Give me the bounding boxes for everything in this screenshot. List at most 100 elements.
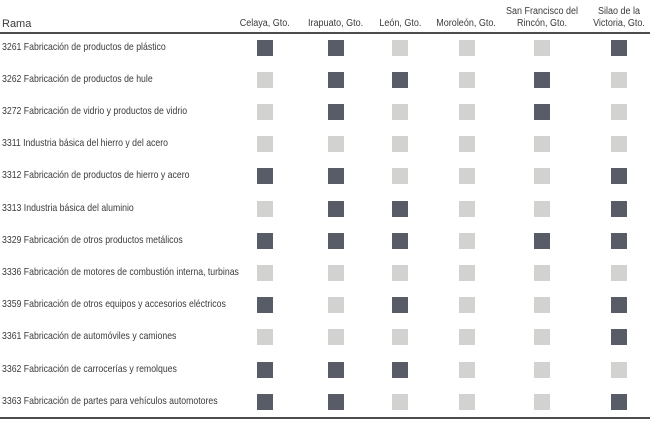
table-row: 3272 Fabricación de vidrio y productos d… xyxy=(0,103,650,120)
table-row: 3312 Fabricación de productos de hierro … xyxy=(0,168,650,185)
cell-square-absent xyxy=(328,297,344,314)
cell-square-present xyxy=(257,361,273,378)
cell-square-absent xyxy=(611,136,627,153)
cell-square-absent xyxy=(392,264,408,281)
row-label: 3272 Fabricación de vidrio y productos d… xyxy=(2,104,188,117)
table-row: 3311 Industria básica del hierro y del a… xyxy=(0,136,650,153)
column-header-label: Irapuato, Gto. xyxy=(308,18,364,30)
cell-square-present xyxy=(328,39,344,56)
row-label: 3336 Fabricación de motores de combustió… xyxy=(2,265,239,278)
row-label: 3361 Fabricación de automóviles y camion… xyxy=(2,330,177,343)
column-header: San Francisco del Rincón, Gto. xyxy=(495,2,589,32)
column-header-label: Moroleón, Gto. xyxy=(436,18,497,30)
cell-square-absent xyxy=(533,361,550,378)
row-label: 3262 Fabricación de productos de hule xyxy=(2,72,153,85)
cell-square-present xyxy=(392,71,408,88)
cell-square-present xyxy=(328,393,344,410)
row-label: 3363 Fabricación de partes para vehículo… xyxy=(2,394,218,407)
cell-square-absent xyxy=(328,136,344,153)
cell-square-absent xyxy=(328,329,344,346)
column-header-label: San Francisco del Rincón, Gto. xyxy=(505,6,578,30)
table-row: 3329 Fabricación de otros productos metá… xyxy=(0,232,650,249)
table-row: 3359 Fabricación de otros equipos y acce… xyxy=(0,297,650,314)
cell-square-absent xyxy=(458,39,475,56)
cell-square-absent xyxy=(458,103,475,120)
cell-square-present xyxy=(392,361,408,378)
table-row: 3362 Fabricación de carrocerías y remolq… xyxy=(0,361,650,378)
cell-square-present xyxy=(328,168,344,185)
cell-square-present xyxy=(533,232,550,249)
column-header-label: Silao de la Victoria, Gto. xyxy=(593,6,645,30)
cell-square-present xyxy=(257,232,273,249)
cell-square-absent xyxy=(458,329,475,346)
row-label: 3359 Fabricación de otros equipos y acce… xyxy=(2,298,226,311)
cell-square-present xyxy=(328,103,344,120)
table-row: 3261 Fabricación de productos de plástic… xyxy=(0,39,650,56)
cell-square-absent xyxy=(533,329,550,346)
cell-square-absent xyxy=(257,71,273,88)
cell-square-present xyxy=(328,361,344,378)
row-label: 3312 Fabricación de productos de hierro … xyxy=(2,169,190,182)
cell-square-absent xyxy=(458,361,475,378)
cell-square-present xyxy=(392,297,408,314)
cell-square-present xyxy=(328,232,344,249)
cell-square-absent xyxy=(392,39,408,56)
table-row: 3262 Fabricación de productos de hule xyxy=(0,71,650,88)
cell-square-absent xyxy=(458,136,475,153)
row-label: 3313 Industria básica del aluminio xyxy=(2,201,134,214)
cell-square-present xyxy=(611,39,627,56)
column-header: Moroleón, Gto. xyxy=(425,2,509,32)
column-header-label: Celaya, Gto. xyxy=(239,18,291,30)
row-label: 3261 Fabricación de productos de plástic… xyxy=(2,40,166,53)
cell-square-absent xyxy=(458,71,475,88)
cell-square-absent xyxy=(392,136,408,153)
table-row: 3361 Fabricación de automóviles y camion… xyxy=(0,329,650,346)
cell-square-absent xyxy=(257,329,273,346)
cell-square-present xyxy=(257,393,273,410)
cell-square-present xyxy=(611,200,627,217)
row-label: 3311 Industria básica del hierro y del a… xyxy=(2,137,169,150)
cell-square-absent xyxy=(328,264,344,281)
column-header: Silao de la Victoria, Gto. xyxy=(579,2,650,32)
cell-square-absent xyxy=(533,200,550,217)
cell-square-absent xyxy=(458,168,475,185)
cell-square-absent xyxy=(458,393,475,410)
cell-square-absent xyxy=(611,103,627,120)
cell-square-present xyxy=(328,200,344,217)
cell-square-absent xyxy=(392,329,408,346)
cell-square-absent xyxy=(392,168,408,185)
cell-square-present xyxy=(328,71,344,88)
table-row: 3363 Fabricación de partes para vehículo… xyxy=(0,393,650,410)
column-header: Celaya, Gto. xyxy=(229,2,301,32)
cell-square-absent xyxy=(458,232,475,249)
cell-square-absent xyxy=(257,103,273,120)
table-row: 3313 Industria básica del aluminio xyxy=(0,200,650,217)
cell-square-present xyxy=(533,71,550,88)
cell-square-absent xyxy=(533,39,550,56)
row-label: 3362 Fabricación de carrocerías y remolq… xyxy=(2,362,177,375)
cell-square-present xyxy=(257,39,273,56)
cell-square-absent xyxy=(257,264,273,281)
header-divider xyxy=(0,32,650,34)
bottom-divider xyxy=(0,417,650,419)
cell-square-present xyxy=(257,168,273,185)
cell-square-absent xyxy=(611,264,627,281)
cell-square-present xyxy=(611,393,627,410)
cell-square-present xyxy=(611,232,627,249)
row-label: 3329 Fabricación de otros productos metá… xyxy=(2,233,183,246)
cell-square-absent xyxy=(392,103,408,120)
cell-square-absent xyxy=(458,264,475,281)
column-header: Irapuato, Gto. xyxy=(299,2,373,32)
cell-square-absent xyxy=(611,71,627,88)
cell-square-absent xyxy=(458,200,475,217)
cell-square-absent xyxy=(533,136,550,153)
column-header: León, Gto. xyxy=(369,2,431,32)
column-header-label: León, Gto. xyxy=(378,18,422,30)
cell-square-absent xyxy=(533,393,550,410)
cell-square-absent xyxy=(611,361,627,378)
cell-square-absent xyxy=(392,393,408,410)
cell-square-absent xyxy=(257,136,273,153)
cell-square-absent xyxy=(533,168,550,185)
row-header-label: Rama xyxy=(2,18,32,30)
